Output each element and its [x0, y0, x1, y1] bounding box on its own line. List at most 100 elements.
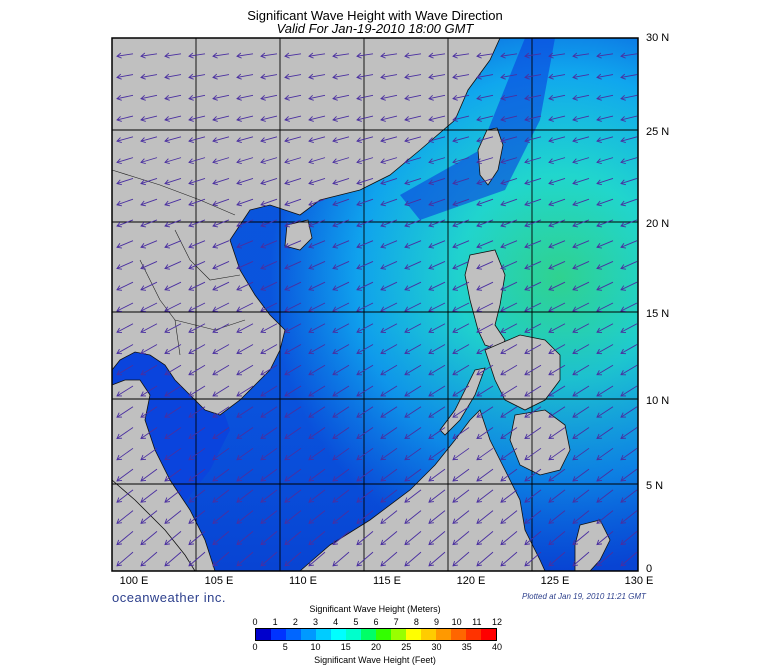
wave-arrow	[308, 385, 326, 397]
wave-arrow	[140, 551, 158, 567]
wave-arrow	[188, 115, 206, 122]
wave-arrow	[116, 219, 134, 228]
wave-arrow	[572, 157, 590, 165]
wave-arrow	[524, 115, 542, 122]
wave-arrow	[620, 157, 638, 165]
wave-arrow	[212, 489, 230, 503]
wave-arrow	[188, 136, 206, 143]
wave-arrow	[212, 240, 230, 249]
map-subtitle: Valid For Jan-19-2010 18:00 GMT	[276, 21, 474, 36]
wave-arrow	[308, 240, 326, 249]
colorbar-segment	[301, 629, 316, 640]
wave-arrow	[212, 551, 230, 567]
wave-arrow	[548, 240, 566, 249]
wave-arrow	[140, 261, 158, 270]
wave-arrow	[428, 531, 446, 546]
wave-arrow	[572, 385, 590, 397]
wave-arrow	[140, 323, 158, 333]
wave-arrow	[452, 551, 470, 567]
wave-arrow	[260, 94, 278, 101]
wave-arrow	[500, 115, 518, 122]
wave-arrow	[260, 240, 278, 249]
wave-arrow	[164, 198, 182, 207]
land-hainan	[284, 219, 313, 251]
wave-arrow	[452, 447, 470, 461]
wave-arrow	[260, 177, 278, 186]
wave-arrow	[428, 115, 446, 122]
wave-arrow	[332, 427, 350, 439]
wave-arrow	[380, 344, 398, 355]
wave-arrow	[404, 281, 422, 291]
wave-arrow	[620, 489, 638, 503]
wave-arrow	[116, 198, 134, 207]
wave-arrow	[284, 364, 302, 376]
wave-arrow	[524, 302, 542, 312]
wave-arrow	[476, 198, 494, 207]
wave-arrow	[476, 447, 494, 461]
wave-arrow	[164, 177, 182, 186]
wave-arrow	[140, 489, 158, 503]
wave-arrow	[404, 219, 422, 228]
wave-arrow	[620, 302, 638, 312]
wave-arrow	[332, 323, 350, 333]
wave-arrow	[260, 468, 278, 482]
wave-arrow	[428, 177, 446, 186]
wave-arrow	[236, 136, 254, 143]
wave-arrow	[332, 240, 350, 249]
wave-arrow	[260, 302, 278, 312]
wave-arrow	[164, 136, 182, 143]
land-sulawesi	[574, 519, 611, 572]
wave-arrow	[524, 52, 542, 59]
wave-arrow	[356, 73, 374, 80]
lat-label-30n: 30 N	[646, 32, 670, 44]
wave-direction-arrows	[116, 52, 638, 567]
wave-arrow	[164, 427, 182, 439]
wave-arrow	[548, 551, 566, 567]
wave-arrow	[476, 157, 494, 165]
wave-arrow	[332, 364, 350, 376]
wave-arrow	[404, 489, 422, 503]
wave-arrow	[260, 364, 278, 376]
colorbar-segment	[421, 629, 436, 640]
wave-arrow	[116, 177, 134, 186]
wave-arrow	[260, 406, 278, 418]
wave-arrow	[404, 115, 422, 122]
wave-arrow	[308, 261, 326, 270]
wave-arrow	[428, 261, 446, 270]
wave-arrow	[164, 323, 182, 333]
wave-arrow	[164, 489, 182, 503]
wave-arrow	[524, 406, 542, 418]
wave-arrow	[116, 281, 134, 291]
wave-arrow	[380, 489, 398, 503]
wave-arrow	[452, 52, 470, 59]
wave-arrow	[308, 73, 326, 80]
wave-arrow	[164, 447, 182, 461]
lon-label-120e: 120 E	[456, 575, 486, 587]
colorbar-segment	[361, 629, 376, 640]
wave-arrow	[140, 177, 158, 186]
wave-arrow	[548, 177, 566, 186]
wave-arrow	[140, 240, 158, 249]
wave-arrow	[188, 94, 206, 101]
wave-arrow	[500, 489, 518, 503]
wave-arrow	[476, 219, 494, 228]
wave-arrow	[596, 447, 614, 461]
wave-arrow	[308, 219, 326, 228]
wave-arrow	[308, 551, 326, 567]
wave-arrow	[620, 468, 638, 482]
wave-arrow	[380, 73, 398, 80]
wave-arrow	[284, 468, 302, 482]
wave-arrow	[500, 447, 518, 461]
wave-arrow	[500, 323, 518, 333]
wave-arrow	[284, 531, 302, 546]
wave-arrow	[356, 94, 374, 101]
wave-arrow	[476, 302, 494, 312]
wave-arrow	[620, 198, 638, 207]
wave-arrow	[428, 52, 446, 59]
legend-tick-label: 7	[393, 617, 399, 627]
wave-arrow	[524, 385, 542, 397]
wave-arrow	[236, 531, 254, 546]
lat-label-25n: 25 N	[646, 126, 670, 138]
wave-arrow	[284, 427, 302, 439]
land-mainland-asia	[111, 37, 501, 416]
